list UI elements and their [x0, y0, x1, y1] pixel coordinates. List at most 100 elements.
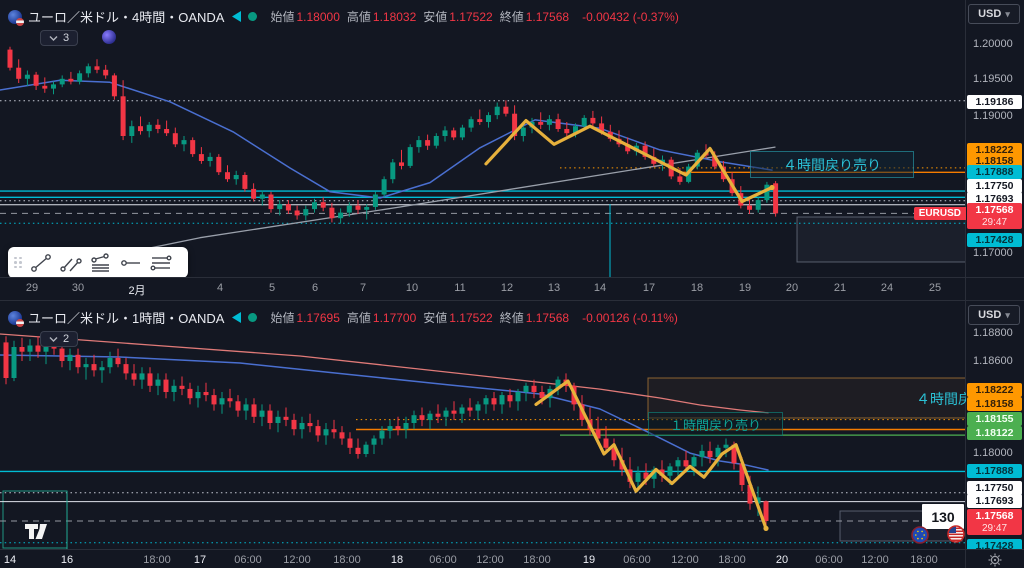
us-flag-icon[interactable]	[946, 524, 966, 544]
chart-area-4h[interactable]: ４時間戻り売り ユーロ／米ドル・4時間・OANDA 始値 1.18000 高値 1.1…	[0, 0, 966, 277]
price-badge: 1.18222	[967, 383, 1022, 397]
parallel-lines-tool-icon[interactable]	[146, 249, 176, 276]
ohlc-label: 終値	[499, 10, 524, 24]
drawing-box[interactable]	[647, 377, 966, 419]
gear-icon[interactable]	[988, 553, 1002, 567]
time-tick: 19	[738, 282, 752, 294]
price-badge: 1.18155	[967, 412, 1022, 426]
ohlc-label: 高値	[346, 10, 371, 24]
time-tick: 18:00	[333, 554, 361, 566]
tradingview-logo[interactable]	[24, 523, 58, 540]
market-status-icon[interactable]	[248, 12, 258, 21]
market-status-icon[interactable]	[248, 313, 258, 322]
chevron-down-icon: ▾	[1005, 8, 1010, 19]
legend-collapse-toggle[interactable]: 3	[40, 30, 79, 46]
change-value: -0.00432 (-0.37%)	[582, 9, 679, 24]
ohlc-label: 始値	[270, 311, 295, 325]
currency-selector[interactable]: USD ▾	[968, 305, 1020, 325]
price-scale-1h[interactable]: USD ▾ 1.18800 1.18600 1.18000 1.18222 1.1815…	[965, 301, 1024, 568]
price-badge: 1.18122	[967, 426, 1022, 440]
symbol-logo-icon[interactable]	[8, 9, 24, 26]
flag-icon[interactable]	[230, 10, 242, 23]
axis-corner	[966, 277, 1024, 301]
indicator-count: 3	[63, 32, 70, 44]
change-value: -0.00126 (-0.11%)	[582, 310, 678, 325]
chevron-down-icon	[49, 336, 58, 342]
currency-selector[interactable]: USD ▾	[968, 4, 1020, 24]
time-tick: 18:00	[718, 554, 746, 566]
drawing-label[interactable]: １時間戻り売り	[648, 412, 783, 436]
chart-panel-1h: １時間戻り売り ４時間戻 130 ユーロ／米ドル・1時間・OANDA 始値 1.176…	[0, 300, 1024, 568]
price-label: 1.17000	[973, 247, 1013, 259]
info-line-tool-icon[interactable]	[56, 249, 86, 276]
time-tick: 12	[500, 282, 514, 294]
time-tick: 29	[25, 282, 39, 294]
currency-label: USD	[978, 8, 1002, 20]
symbol-title[interactable]: ユーロ／米ドル・1時間・OANDA	[28, 311, 225, 326]
time-tick: 13	[547, 282, 561, 294]
pitchfork-tool-icon[interactable]	[86, 249, 116, 276]
indicator-count: 2	[63, 333, 70, 345]
time-tick: 7	[359, 282, 367, 294]
ohlc-label: 安値	[423, 311, 448, 325]
zigzag-end-dot	[763, 525, 769, 531]
chevron-down-icon: ▾	[1005, 309, 1010, 320]
chart-area-1h[interactable]: １時間戻り売り ４時間戻 130 ユーロ／米ドル・1時間・OANDA 始値 1.176…	[0, 301, 966, 549]
price-badge: 1.18158	[967, 154, 1022, 168]
drawing-label[interactable]: ４時間戻	[916, 391, 966, 407]
ohlc-values: 始値 1.18000 高値 1.18032 安値 1.17522 終値 1.17568	[263, 8, 569, 25]
ohlc-label: 高値	[346, 311, 371, 325]
price-badge: 1.17568 29:47	[967, 203, 1022, 229]
ma-red-line	[0, 333, 769, 414]
price-badge: 1.17568 29:47	[967, 509, 1022, 535]
time-tick: 2月	[128, 285, 146, 297]
time-tick: 06:00	[429, 554, 457, 566]
time-axis-1h[interactable]: 14 16 18:00 17 06:00 12:00 18:00 18 06:00 12:00 18…	[0, 549, 966, 568]
symbol-title[interactable]: ユーロ／米ドル・4時間・OANDA	[28, 10, 225, 25]
ma-blue-line	[0, 79, 773, 199]
zigzag-line	[534, 379, 768, 530]
time-tick: 18	[690, 282, 704, 294]
eu-flag-icon[interactable]	[910, 525, 930, 545]
horizontal-ray-tool-icon[interactable]	[116, 249, 146, 276]
time-tick: 6	[311, 282, 319, 294]
chart-legend: ユーロ／米ドル・1時間・OANDA 始値 1.17695 高値 1.17700 安値 1.…	[8, 308, 678, 327]
price-badge: 1.17750	[967, 481, 1022, 495]
chevron-down-icon	[49, 35, 58, 41]
ohlc-value: 1.18000	[296, 10, 340, 24]
price-badge: 1.17428	[967, 539, 1022, 549]
ohlc-label: 終値	[499, 311, 524, 325]
candlestick-chart-4h[interactable]	[0, 0, 966, 277]
time-tick: 17	[193, 554, 207, 566]
candlestick-chart-1h[interactable]	[0, 301, 966, 549]
time-tick: 14	[3, 554, 17, 566]
ohlc-value: 1.17522	[449, 10, 493, 24]
time-tick: 25	[928, 282, 942, 294]
ohlc-value: 1.17522	[449, 311, 493, 325]
currency-label: USD	[978, 309, 1002, 321]
price-badge: 1.17693	[967, 192, 1022, 206]
time-axis-4h[interactable]: 29 30 2月 4 5 6 7 10 11 12 13 14 17 18 19 20 21 24 25	[0, 277, 966, 301]
visibility-eye-icon[interactable]	[102, 30, 116, 44]
toolbar-drag-handle[interactable]	[14, 256, 22, 269]
trend-line-tool-icon[interactable]	[26, 249, 56, 276]
flag-icon[interactable]	[230, 311, 242, 324]
price-badge: 1.19186	[967, 95, 1022, 109]
price-badge: 1.17428	[967, 233, 1022, 247]
axis-corner	[966, 549, 1024, 568]
ma-blue-line	[0, 354, 769, 471]
price-label: 1.18000	[973, 447, 1013, 459]
drawing-label[interactable]: ４時間戻り売り	[750, 151, 914, 178]
symbol-logo-icon[interactable]	[8, 310, 24, 327]
price-badge: 1.17888	[967, 165, 1022, 179]
event-count-badge[interactable]: 130	[922, 504, 964, 529]
time-tick: 30	[71, 282, 85, 294]
ohlc-value: 1.17695	[296, 311, 340, 325]
price-scale-4h[interactable]: USD ▾ 1.20000 1.19500 1.19000 1.17000 1.1918…	[965, 0, 1024, 300]
ohlc-value: 1.18032	[372, 10, 417, 24]
chart-panel-4h: ４時間戻り売り ユーロ／米ドル・4時間・OANDA 始値 1.18000 高値 1.1…	[0, 0, 1024, 301]
drawing-box[interactable]	[796, 216, 966, 263]
legend-collapse-toggle[interactable]: 2	[40, 331, 79, 347]
drawing-toolbar[interactable]	[8, 247, 188, 277]
price-badge: 1.17888	[967, 464, 1022, 478]
